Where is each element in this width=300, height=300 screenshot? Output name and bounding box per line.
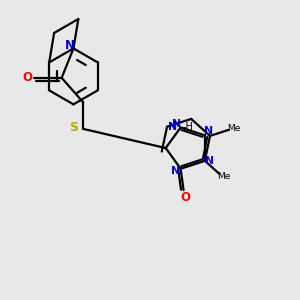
Text: O: O [181,190,190,203]
Text: O: O [22,71,32,84]
Text: N: N [172,118,181,129]
Text: N: N [205,156,214,166]
Text: Me: Me [217,172,230,181]
Text: N: N [204,126,213,136]
Text: N: N [64,39,74,52]
Text: N: N [168,122,178,132]
Text: Me: Me [228,124,241,133]
Text: -H: -H [183,122,194,132]
Text: S: S [69,122,78,134]
Text: N: N [171,166,180,176]
